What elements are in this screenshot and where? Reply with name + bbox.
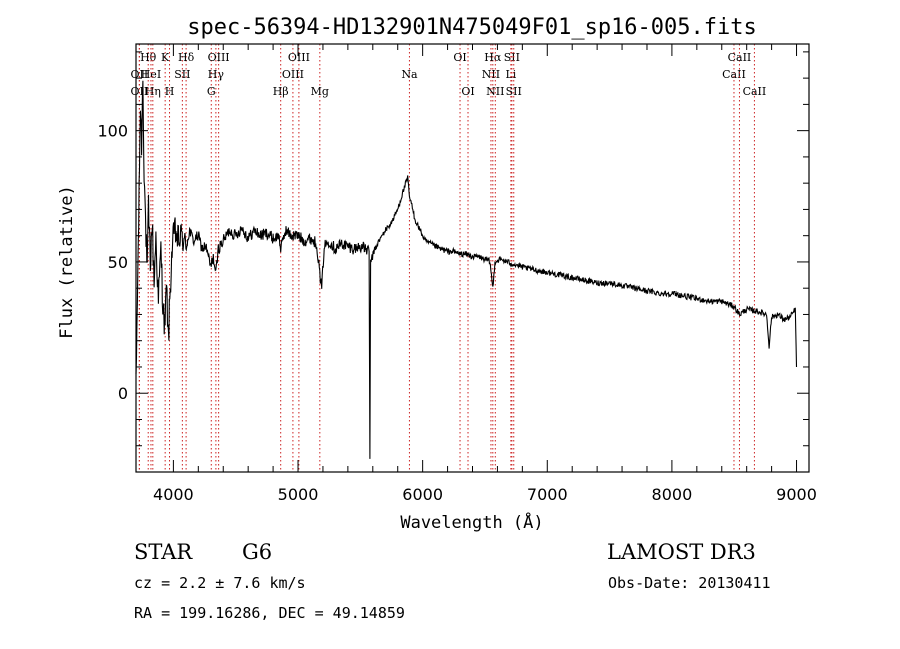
line-label-7: SII xyxy=(174,68,190,81)
spectrum-series xyxy=(135,80,798,459)
x-tick-label-1: 5000 xyxy=(278,485,319,504)
coordinates: RA = 199.16286, DEC = 49.14859 xyxy=(134,604,405,622)
x-tick-label-2: 6000 xyxy=(402,485,443,504)
x-tick-label-5: 9000 xyxy=(776,485,817,504)
line-label-22: Li xyxy=(505,68,516,81)
line-label-19: NII xyxy=(482,68,500,81)
x-tick-label-3: 7000 xyxy=(527,485,568,504)
line-label-18: OI xyxy=(461,85,474,98)
object-class: STAR xyxy=(134,540,193,564)
line-label-10: Hγ xyxy=(208,68,225,81)
line-label-4: Hη xyxy=(145,85,161,98)
line-label-14: OIII xyxy=(288,51,310,64)
line-label-9: G xyxy=(207,85,216,98)
line-label-21: NII xyxy=(486,85,504,98)
line-label-3: HeI xyxy=(141,68,161,81)
x-axis-label: Wavelength (Å) xyxy=(400,511,543,533)
axes xyxy=(135,43,810,473)
x-tick-label-0: 4000 xyxy=(153,485,194,504)
line-label-2: Hθ xyxy=(140,51,157,64)
line-label-20: Hα xyxy=(484,51,502,64)
line-label-24: SII xyxy=(506,85,522,98)
line-label-17: OI xyxy=(453,51,466,64)
redshift-value: cz = 2.2 ± 7.6 km/s xyxy=(134,574,306,592)
observation-date: Obs-Date: 20130411 xyxy=(608,574,771,592)
y-tick-label-0: 0 xyxy=(118,384,128,403)
line-label-12: Hβ xyxy=(273,85,289,98)
y-tick-label-2: 100 xyxy=(97,122,128,141)
line-label-11: OIII xyxy=(208,51,230,64)
survey-name: LAMOST DR3 xyxy=(607,540,756,564)
object-subclass: G6 xyxy=(242,540,273,564)
line-label-23: SII xyxy=(504,51,520,64)
y-axis-label: Flux (relative) xyxy=(57,185,77,339)
line-label-27: CaII xyxy=(743,85,767,98)
line-label-13: OIII xyxy=(282,68,304,81)
line-label-25: CaII xyxy=(722,68,746,81)
line-label-0: OII xyxy=(131,68,149,81)
line-label-26: CaII xyxy=(728,51,752,64)
y-tick-label-1: 50 xyxy=(108,253,128,272)
line-label-16: Na xyxy=(401,68,418,81)
line-label-6: H xyxy=(165,85,175,98)
chart-title: spec-56394-HD132901N475049F01_sp16-005.f… xyxy=(187,15,757,40)
line-label-8: Hδ xyxy=(178,51,195,64)
spectral-line-markers: OII OII Hθ HeI Hη K H SII Hδ G Hγ OIII Hβ OIII OIII Mg N… xyxy=(131,44,767,472)
spectrum-line xyxy=(135,80,798,459)
tick-labels: 4000 5000 6000 7000 8000 9000 0 50 100 xyxy=(97,122,816,504)
line-label-15: Mg xyxy=(311,85,329,98)
plot-frame xyxy=(135,43,810,473)
line-label-1: OII xyxy=(131,85,149,98)
x-tick-label-4: 8000 xyxy=(652,485,693,504)
line-label-5: K xyxy=(161,51,170,64)
